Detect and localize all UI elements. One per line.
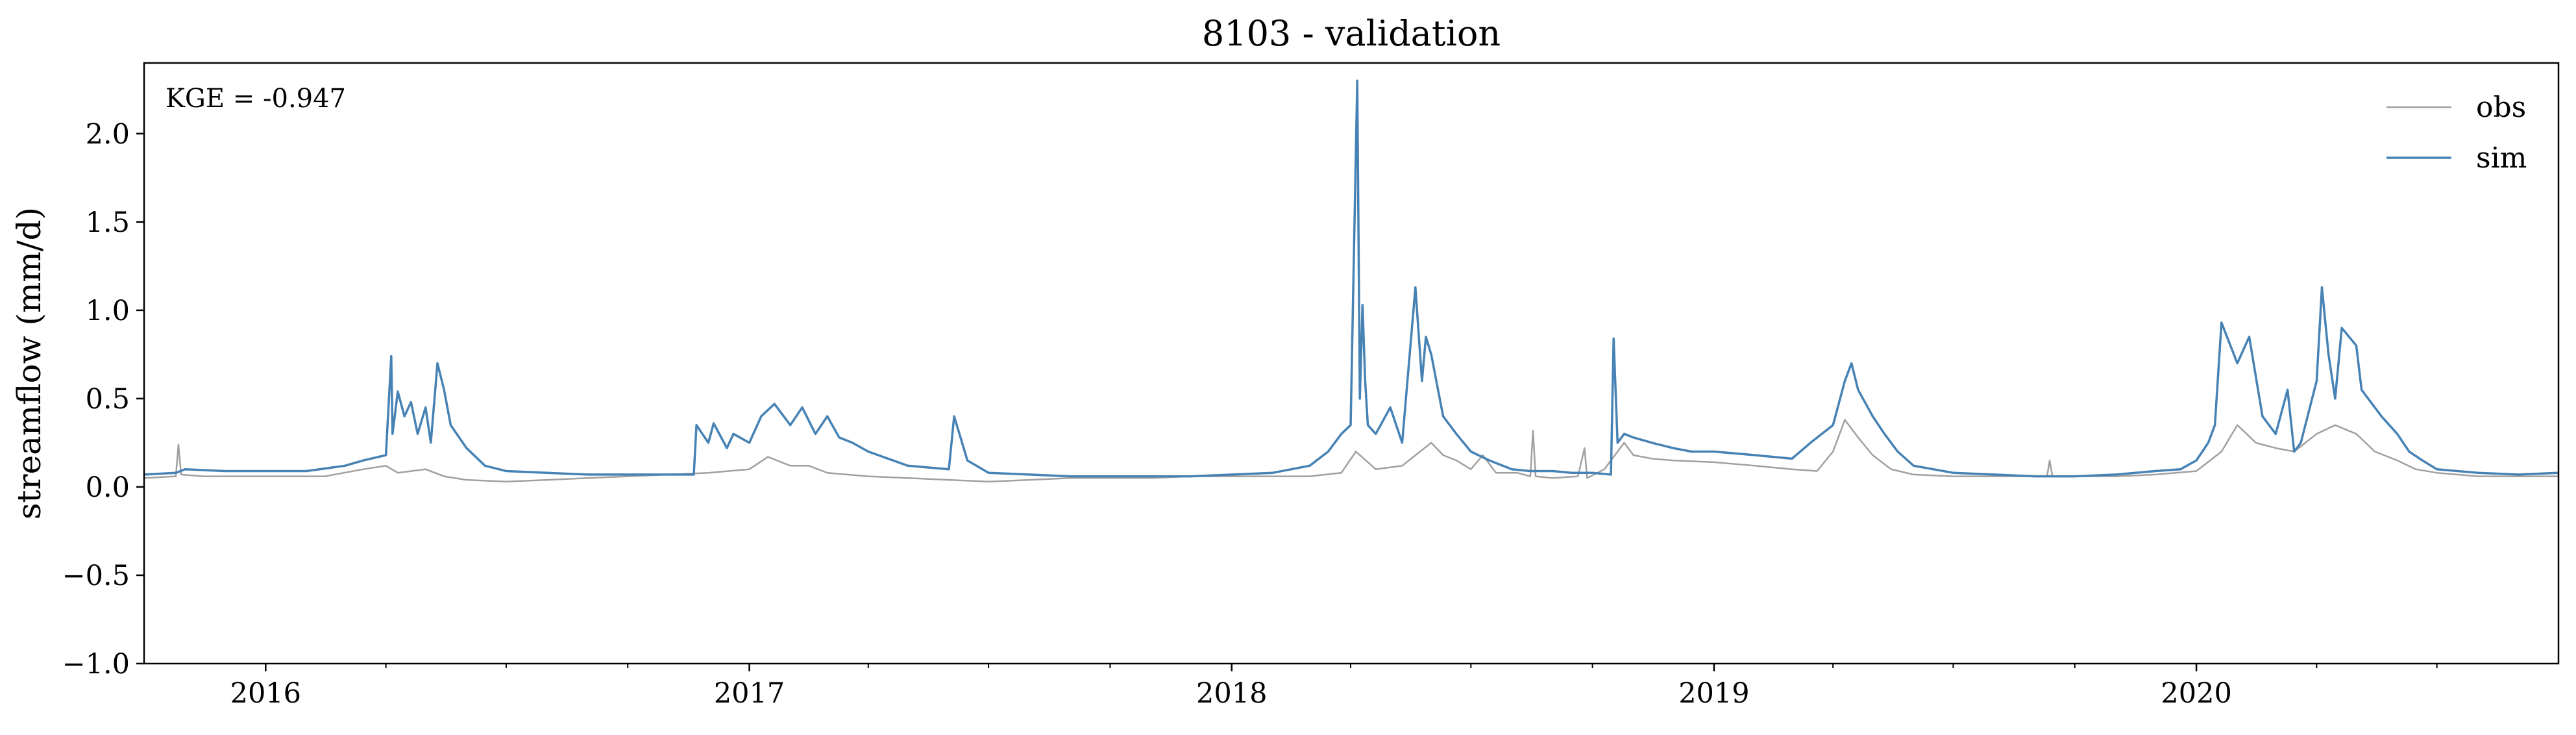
- x-tick-label: 2019: [1678, 677, 1749, 710]
- series-layer: [143, 79, 2559, 483]
- legend: obs sim: [2386, 91, 2527, 175]
- y-tick-label: 0.5: [86, 383, 130, 416]
- chart-title: 8103 - validation: [1202, 13, 1501, 54]
- legend-label-obs: obs: [2476, 91, 2526, 124]
- series-line-obs: [143, 419, 2558, 483]
- y-tick-label: −1.0: [62, 648, 130, 680]
- y-tick-label: 1.5: [86, 206, 130, 239]
- y-tick-label: −0.5: [62, 560, 130, 592]
- y-axis-label: streamflow (mm/d): [10, 207, 48, 519]
- y-tick-label: 0.0: [86, 471, 130, 504]
- x-tick-label: 2018: [1196, 677, 1267, 710]
- plot-frame: [143, 62, 2560, 665]
- x-axis: 2016 2017 2018 2019 2020: [230, 664, 2438, 710]
- y-tick-label: 2.0: [86, 118, 130, 151]
- kge-annotation: KGE = -0.947: [166, 84, 346, 114]
- series-line-sim: [143, 79, 2559, 478]
- y-tick-label: 1.0: [86, 295, 130, 327]
- legend-label-sim: sim: [2476, 142, 2527, 175]
- x-tick-label: 2017: [714, 677, 785, 710]
- x-tick-label: 2016: [230, 677, 301, 710]
- x-tick-label: 2020: [2161, 677, 2231, 710]
- y-axis: −1.0 −0.5 0.0 0.5 1.0 1.5 2.0: [62, 118, 144, 680]
